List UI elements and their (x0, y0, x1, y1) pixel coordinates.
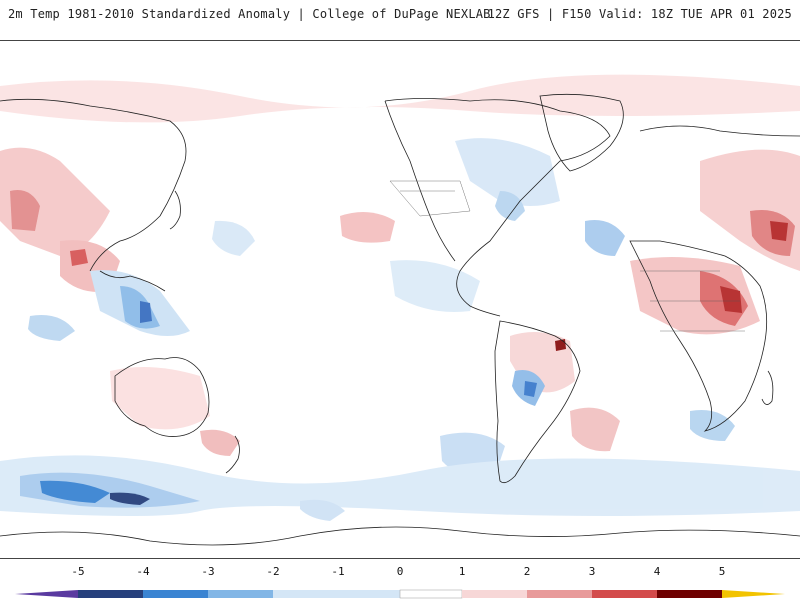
political-boundaries (389, 180, 745, 332)
header: 2m Temp 1981-2010 Standardized Anomaly |… (0, 0, 800, 40)
anomaly-map[interactable] (0, 40, 800, 559)
model-run-info: 12Z GFS | F150 Valid: 18Z TUE APR 01 202… (487, 7, 792, 21)
colorbar-segment-minus3 (208, 590, 273, 598)
colorbar-tick: -4 (136, 565, 150, 578)
colorbar-segment-zero (399, 589, 463, 599)
colorbar-under-arrow (15, 590, 78, 598)
colorbar-tick: 3 (588, 565, 596, 578)
coastlines (0, 93, 800, 546)
colorbar-segment-minus2 (273, 590, 338, 598)
colorbar-segment-minus4 (143, 590, 208, 598)
colorbar-segment-plus3 (592, 590, 657, 598)
colorbar-tick: -3 (201, 565, 215, 578)
anomaly-shading (0, 74, 800, 521)
colorbar-segment-plus4 (657, 590, 722, 598)
colorbar-over-arrow (722, 590, 785, 598)
colorbar-segment-plus2 (527, 590, 592, 598)
colorbar-tick: 1 (458, 565, 466, 578)
world-map-svg (0, 41, 800, 558)
colorbar-segment-minus5 (78, 590, 143, 598)
colorbar-tick: -2 (266, 565, 280, 578)
colorbar-tick: 5 (718, 565, 726, 578)
colorbar-tick: -1 (331, 565, 345, 578)
colorbar-segment-minus1 (338, 590, 400, 598)
colorbar-tick: 4 (653, 565, 661, 578)
colorbar-segment-plus1 (462, 590, 527, 598)
colorbar-svg (15, 589, 785, 599)
map-title: 2m Temp 1981-2010 Standardized Anomaly |… (8, 7, 491, 21)
colorbar-tick: 2 (523, 565, 531, 578)
colorbar-tick: 0 (396, 565, 404, 578)
colorbar: -5 -4 -3 -2 -1 0 1 2 3 4 5 (0, 560, 800, 600)
colorbar-tick: -5 (71, 565, 85, 578)
